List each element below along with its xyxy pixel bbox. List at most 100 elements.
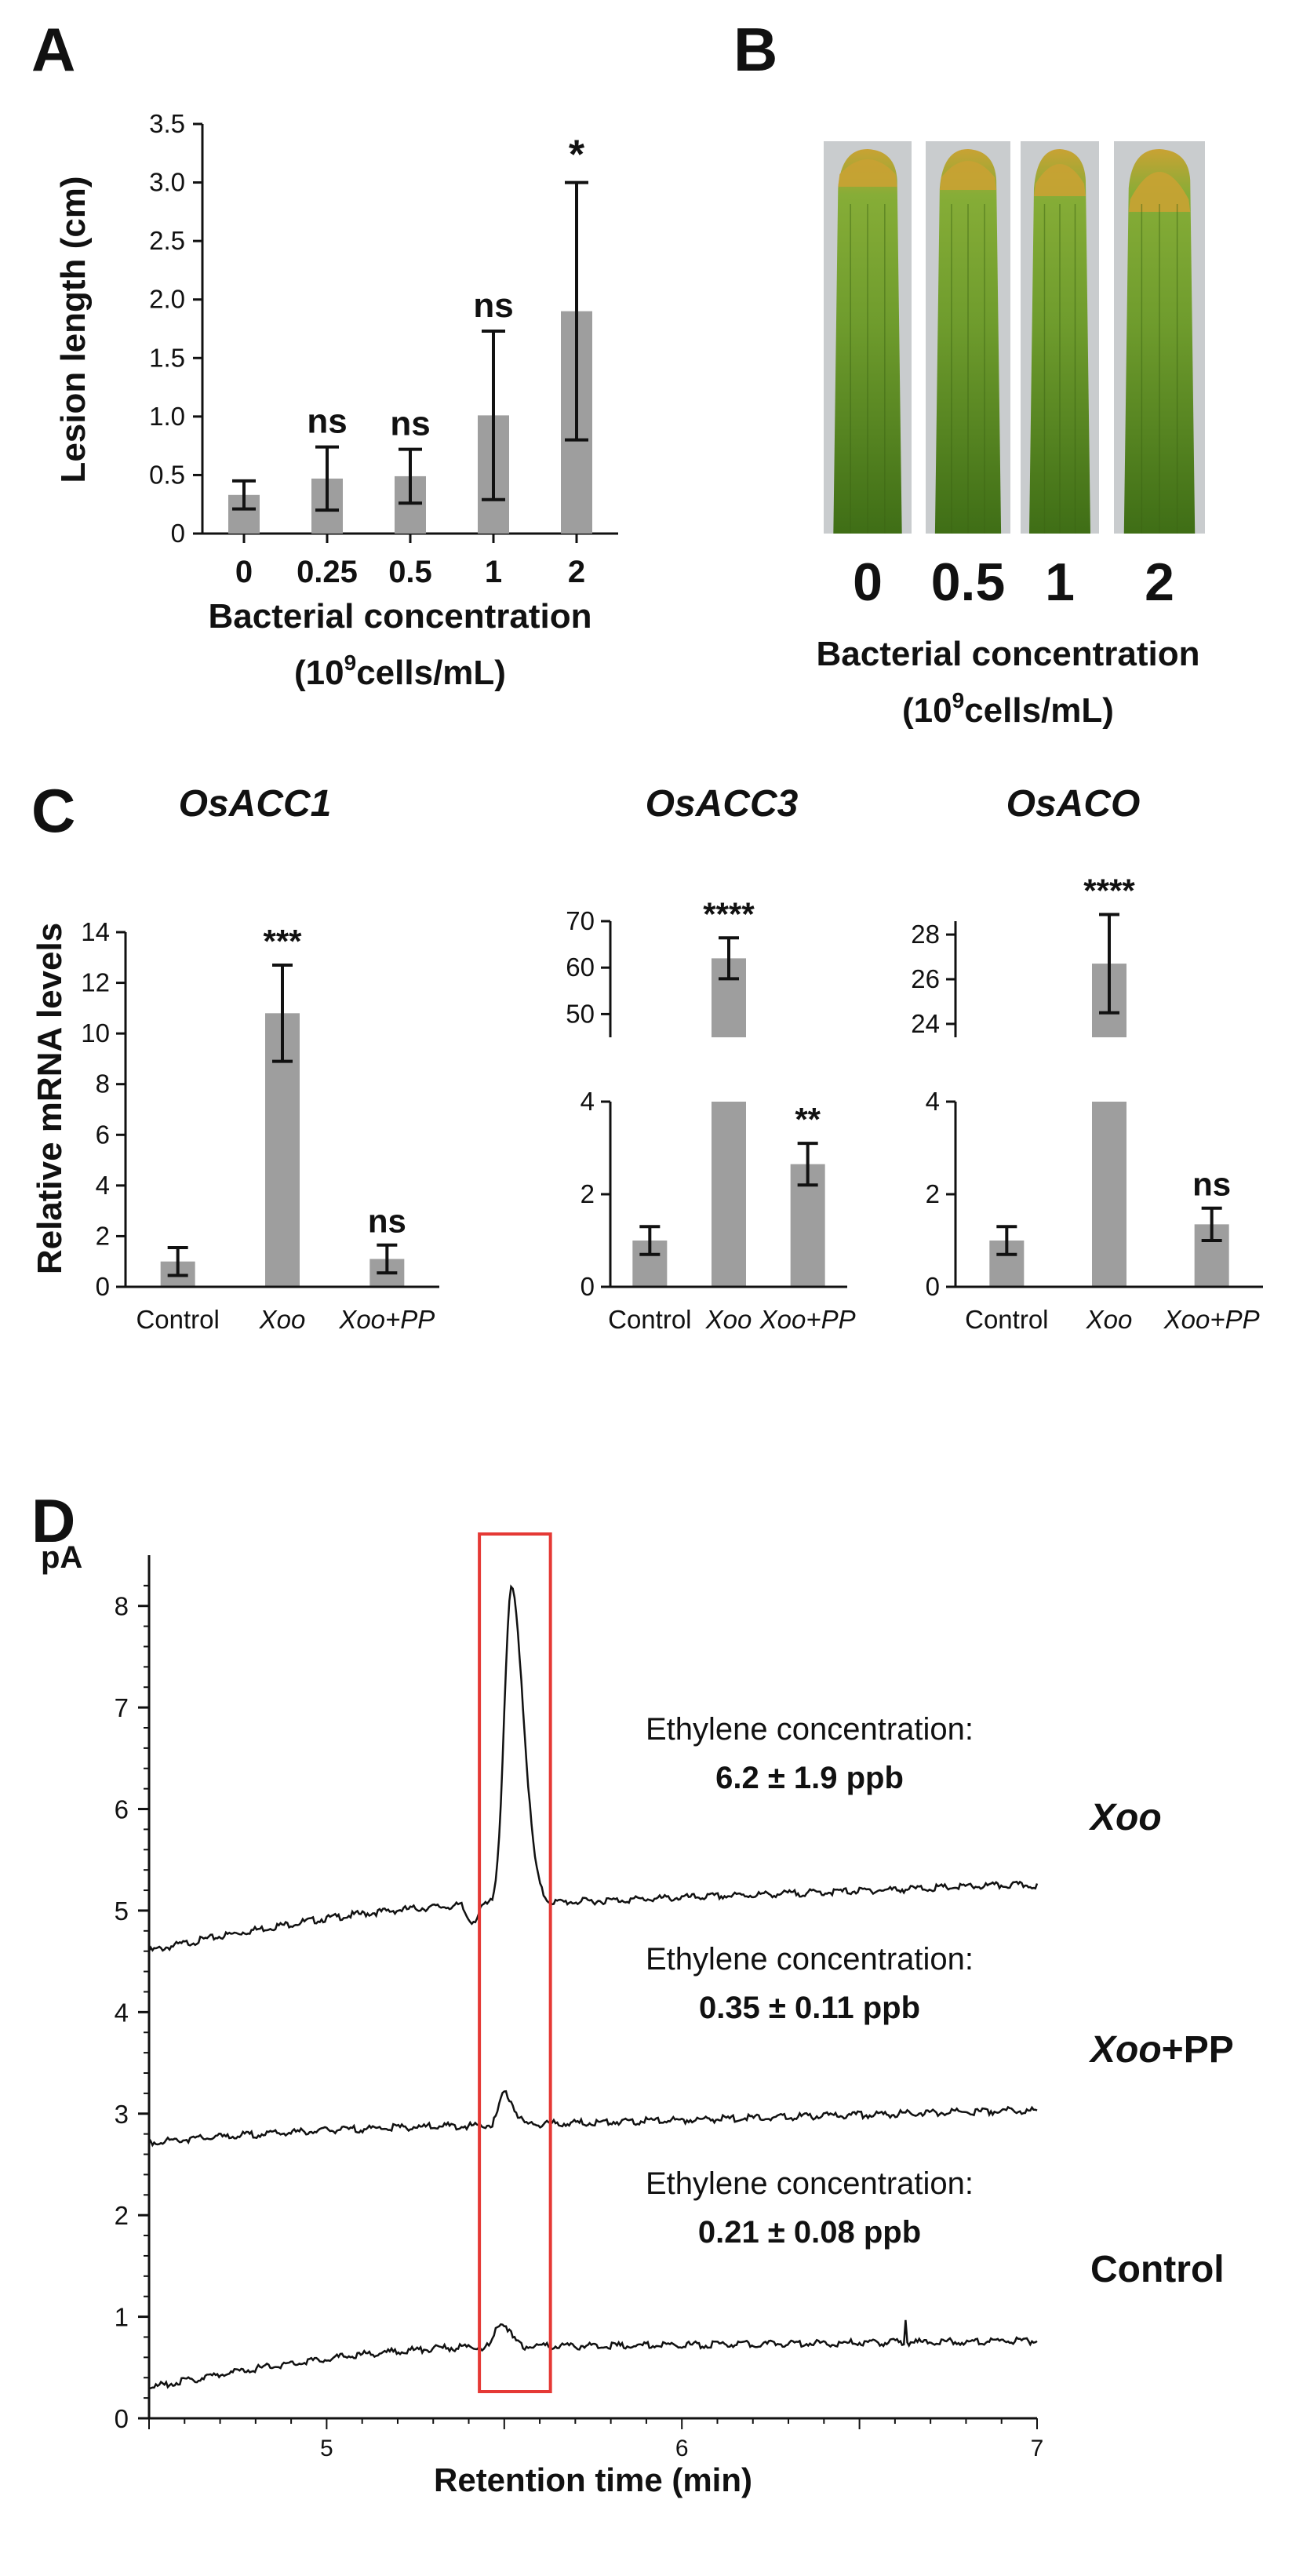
a-y-tick-label: 3.0: [149, 168, 185, 197]
d-series-name-rest: +PP: [1162, 2029, 1234, 2071]
c-y-tick-label: 28: [911, 920, 940, 949]
d-annotation-value: 0.35 ± 0.11 ppb: [699, 1991, 920, 2025]
d-series-name-italic: Xoo: [1088, 1797, 1162, 1838]
c-significance-label: ***: [263, 923, 302, 960]
c-x-tick-label: Xoo: [705, 1305, 752, 1334]
b-leaf-photo: [1114, 141, 1205, 534]
a-significance-label: ns: [473, 286, 513, 325]
a-y-tick-label: 2.5: [149, 226, 185, 255]
b-lesion: [838, 159, 897, 187]
d-trace-control: [148, 2319, 1038, 2390]
d-y-tick-label: 6: [115, 1795, 129, 1824]
a-x-axis-unit: (109cells/mL): [294, 650, 506, 692]
a-x-tick-label: 1: [485, 555, 502, 589]
d-trace-xoo-pp: [147, 2090, 1038, 2148]
d-x-tick-label: 5: [320, 2436, 333, 2461]
panel-label-d: D: [31, 1486, 75, 1555]
d-annotation-label: Ethylene concentration:: [646, 1942, 974, 1977]
c-x-tick-label: Xoo+PP: [338, 1305, 435, 1334]
c-y-tick-label: 8: [96, 1069, 110, 1099]
d-annotation-label: Ethylene concentration:: [646, 1712, 974, 1747]
a-y-tick-label: 1.0: [149, 402, 185, 431]
d-highlight-box: [478, 1532, 552, 2393]
c-y-tick-label: 50: [566, 999, 595, 1028]
c-y-tick-label: 24: [911, 1009, 940, 1038]
c-subplot: OsACC1 0 2 4 6 8 10 12 14 *** ns Control Xoo Xoo+PP: [81, 783, 439, 1334]
d-y-tick-label: 1: [115, 2303, 129, 2332]
c-y-tick-label: 6: [96, 1120, 110, 1149]
b-lesion: [1034, 164, 1086, 196]
d-y-tick-label: 8: [115, 1592, 129, 1621]
d-series-name-rest: Control: [1090, 2249, 1225, 2290]
c-x-tick-label: Xoo+PP: [759, 1305, 856, 1334]
c-significance-label: **: [795, 1101, 821, 1138]
c-x-tick-label: Xoo+PP: [1163, 1305, 1260, 1334]
a-x-tick-label: 0: [235, 555, 253, 589]
c-x-tick-label: Control: [965, 1305, 1048, 1334]
d-x-axis-label: Retention time (min): [434, 2461, 752, 2498]
a-significance-label: ns: [390, 405, 430, 443]
a-significance-label: ns: [307, 403, 347, 441]
c-y-tick-label: 2: [581, 1179, 595, 1208]
a-y-tick-label: 2.0: [149, 285, 185, 314]
a-x-tick-label: 0.5: [388, 555, 432, 589]
c-y-tick-label: 12: [81, 968, 110, 997]
c-significance-label: ns: [368, 1203, 406, 1240]
d-annotation-value: 0.21 ± 0.08 ppb: [698, 2215, 921, 2250]
d-y-tick-label: 0: [115, 2404, 129, 2433]
c-y-tick-label: 0: [96, 1272, 110, 1301]
panel-b: B 0 0.5 1 2 Bacterial concentration (109cells…: [733, 15, 1205, 730]
d-y-tick-label: 2: [115, 2201, 129, 2230]
panel-a: A 0 0.5 1.0 1.5 2.0 2.5 3.0 3.5 0 0.25 ns 0.5 ns 1 ns 2…: [31, 15, 618, 692]
d-trace-xoo: [147, 1584, 1039, 1952]
b-leaf-label: 2: [1145, 552, 1174, 612]
c-y-tick-label: 4: [926, 1087, 940, 1116]
d-y-tick-label: 7: [115, 1693, 129, 1722]
panel-d: D pA 0 1 2 3 4 5 6 7 8 5 6 7 Retention time (min) Ethy…: [31, 1486, 1234, 2498]
d-annotation-label: Ethylene concentration:: [646, 2166, 974, 2201]
a-y-tick-label: 0.5: [149, 460, 185, 489]
c-y-tick-label: 2: [926, 1179, 940, 1208]
a-x-tick-label: 2: [568, 555, 585, 589]
a-x-axis-label: Bacterial concentration: [208, 597, 591, 636]
c-y-tick-label: 4: [96, 1171, 110, 1200]
b-unit-exponent: 9: [952, 688, 965, 712]
d-series-name: Xoo+PP: [1088, 2029, 1234, 2071]
d-x-tick-label: 6: [675, 2436, 689, 2461]
panel-label-a: A: [31, 15, 75, 84]
d-series-name-italic: Xoo: [1088, 2029, 1162, 2071]
b-lesion: [939, 161, 997, 190]
b-leaf-photo: [1021, 141, 1099, 534]
a-significance-label: *: [569, 133, 585, 178]
c-y-tick-label: 4: [581, 1087, 595, 1116]
a-y-tick-label: 1.5: [149, 343, 185, 372]
b-lesion: [1128, 172, 1191, 212]
c-bar-lower: [712, 1102, 746, 1287]
d-y-tick-label: 4: [115, 1998, 129, 2027]
a-unit-suffix: cells/mL): [356, 654, 506, 692]
b-unit-prefix: (10: [902, 691, 952, 730]
d-y-tick-label: 5: [115, 1896, 129, 1926]
c-y-tick-label: 14: [81, 917, 110, 946]
d-series-name: Control: [1090, 2249, 1225, 2290]
c-y-tick-label: 60: [566, 953, 595, 982]
c-y-axis-label: Relative mRNA levels: [31, 923, 69, 1274]
c-bar-lower: [1092, 1102, 1126, 1287]
b-leaf-photo: [824, 141, 912, 534]
a-y-axis-label: Lesion length (cm): [54, 176, 93, 483]
a-y-tick-label: 3.5: [149, 109, 185, 138]
c-significance-label: ****: [1083, 872, 1135, 909]
d-series-name: Xoo: [1088, 1797, 1162, 1838]
c-subplot-title: OsACO: [1006, 783, 1141, 825]
a-y-tick-label: 0: [171, 519, 185, 548]
c-significance-label: ns: [1192, 1166, 1231, 1203]
d-x-tick-label: 7: [1031, 2436, 1044, 2461]
panel-label-c: C: [31, 776, 75, 845]
c-y-tick-label: 0: [581, 1272, 595, 1301]
b-leaf-photo: [926, 141, 1010, 534]
c-y-tick-label: 70: [566, 906, 595, 935]
a-unit-exponent: 9: [344, 650, 357, 675]
c-subplot-title: OsACC3: [646, 783, 799, 825]
